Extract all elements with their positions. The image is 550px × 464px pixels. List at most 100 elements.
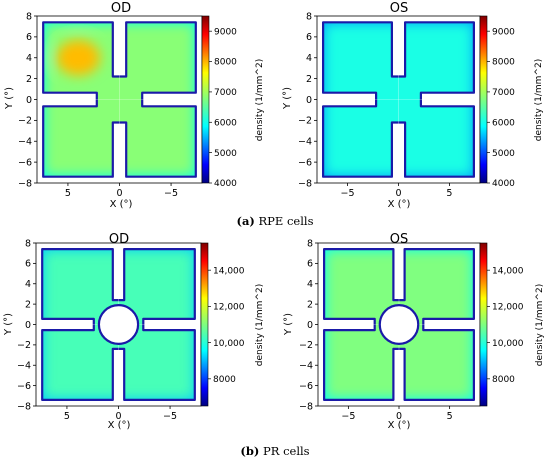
- colorbar-label: density (1/mm^2): [255, 59, 265, 141]
- colorbar-tick-label: 6000: [214, 118, 237, 128]
- region-outline: [323, 248, 475, 401]
- x-tick-label: 0: [116, 188, 122, 199]
- y-tick-label: −8: [299, 401, 313, 412]
- y-tick-label: 4: [25, 279, 31, 290]
- colorbar-label: density (1/mm^2): [255, 284, 265, 366]
- y-axis-label: Y (°): [283, 313, 294, 336]
- x-tick-label: 5: [446, 188, 452, 199]
- caption-letter: (a): [237, 214, 255, 228]
- colorbar-tick-label: 6000: [492, 118, 515, 128]
- panel-b: 5 0 −5 8 6 4 2 0 −2 −4 −6 −8 OD Y (°) X (°) −5 0 5 8 6 4…: [3, 232, 545, 458]
- y-axis-label: Y (°): [4, 87, 15, 110]
- heatmap-pr-os: −5 0 5 8 6 4 2 0 −2 −4 −6 −8: [299, 238, 481, 422]
- y-tick-label: −8: [18, 178, 32, 189]
- y-tick-label: −6: [17, 381, 31, 392]
- y-tick-label: −4: [299, 361, 313, 372]
- y-tick-label: −6: [18, 157, 32, 168]
- x-tick-label: −5: [163, 411, 177, 422]
- colorbar-label: density (1/mm^2): [535, 284, 545, 366]
- x-tick-label: 5: [64, 411, 70, 422]
- y-tick-label: 2: [25, 299, 31, 310]
- y-tick-label: 2: [26, 74, 32, 85]
- x-tick-label: 0: [396, 411, 402, 422]
- x-tick-label: −5: [164, 188, 178, 199]
- y-tick-label: 8: [306, 11, 312, 22]
- x-tick-label: 5: [447, 411, 453, 422]
- y-tick-label: 6: [25, 259, 31, 270]
- colorbar-ticks: 14,000 12,000 10,000 8000: [208, 266, 245, 385]
- y-tick-label: −6: [299, 381, 313, 392]
- y-tick-label: −4: [17, 361, 31, 372]
- colorbar-ticks: 9000 8000 7000 6000 5000 4000: [209, 27, 237, 189]
- y-tick-label: 2: [306, 74, 312, 85]
- colorbar-tick-label: 8000: [213, 375, 236, 385]
- y-tick-label: 0: [26, 95, 32, 106]
- y-tick-label: 0: [306, 95, 312, 106]
- colorbar-gradient: [201, 15, 210, 184]
- colorbar-tick-label: 8000: [214, 58, 237, 68]
- colorbar-tick-label: 8000: [492, 58, 515, 68]
- colorbar-gradient: [200, 242, 209, 407]
- foveal-hole: [378, 304, 420, 345]
- y-tick-label: 6: [306, 32, 312, 43]
- y-tick-label: 0: [25, 320, 31, 331]
- colorbar-tick-label: 14,000: [492, 266, 524, 276]
- colorbar-rpe-od: 9000 8000 7000 6000 5000 4000 density (1/mm^2…: [201, 15, 265, 189]
- colorbar-tick-label: 9000: [214, 27, 237, 37]
- colorbar-tick-label: 7000: [492, 88, 515, 98]
- caption-text: RPE cells: [255, 214, 314, 228]
- colorbar-label: density (1/mm^2): [534, 59, 544, 141]
- y-tick-label: −2: [298, 116, 312, 127]
- y-tick-label: 4: [306, 53, 312, 64]
- caption-rpe: (a) RPE cells: [237, 214, 314, 228]
- caption-letter: (b): [240, 444, 259, 458]
- colorbar-tick-label: 4000: [214, 179, 237, 189]
- heatmap-rpe-od: 5 0 −5 8 6 4 2 0 −2 −4 −6 −8: [18, 11, 203, 199]
- colorbar-tick-label: 5000: [214, 149, 237, 159]
- colorbar-tick-label: 14,000: [213, 266, 245, 276]
- colorbar-tick-label: 10,000: [492, 339, 524, 349]
- caption-pr: (b) PR cells: [240, 444, 309, 458]
- heatmap-rpe-os: −5 0 5 8 6 4 2 0 −2 −4 −6 −8: [298, 11, 481, 199]
- y-tick-label: 8: [307, 238, 313, 249]
- y-tick-label: −8: [17, 401, 31, 412]
- y-tick-label: 4: [26, 53, 32, 64]
- y-tick-label: −2: [299, 340, 313, 351]
- panel-a: 5 0 −5 8 6 4 2 0 −2 −4 −6 −8 OD Y (°) X (°) −5 0 5 8 6 4…: [4, 1, 544, 228]
- heatmap-pr-od: 5 0 −5 8 6 4 2 0 −2 −4 −6 −8: [17, 238, 202, 422]
- y-tick-label: −2: [17, 340, 31, 351]
- x-tick-label: −5: [341, 411, 355, 422]
- y-tick-label: 4: [307, 279, 313, 290]
- region-outline: [42, 21, 197, 178]
- caption-text: PR cells: [259, 444, 309, 458]
- y-tick-label: −6: [298, 157, 312, 168]
- x-tick-label: 0: [115, 411, 121, 422]
- density-hot-spot: [56, 39, 101, 76]
- colorbar-tick-label: 9000: [492, 27, 515, 37]
- y-axis-label: Y (°): [3, 313, 14, 336]
- x-axis-label: X (°): [388, 199, 411, 210]
- colorbar-tick-label: 10,000: [213, 339, 245, 349]
- region-outline: [322, 21, 475, 178]
- heatmap-title: OD: [109, 232, 129, 247]
- colorbar-tick-label: 12,000: [492, 303, 524, 313]
- colorbar-gradient: [479, 242, 488, 407]
- y-tick-label: 6: [26, 32, 32, 43]
- colorbar-ticks: 14,000 12,000 10,000 8000: [487, 266, 524, 385]
- x-tick-label: −5: [341, 188, 355, 199]
- colorbar-tick-label: 12,000: [213, 303, 245, 313]
- y-tick-label: 8: [26, 11, 32, 22]
- colorbar-gradient: [479, 15, 488, 184]
- region-outline: [41, 248, 196, 401]
- heatmap-title: OS: [390, 232, 408, 247]
- x-tick-label: 0: [395, 188, 401, 199]
- y-tick-label: 6: [307, 259, 313, 270]
- colorbar-pr-od: 14,000 12,000 10,000 8000 density (1/mm^2): [200, 242, 265, 407]
- x-axis-label: X (°): [110, 199, 133, 210]
- heatmap-title: OS: [390, 1, 408, 16]
- y-tick-label: 0: [307, 320, 313, 331]
- colorbar-tick-label: 5000: [492, 149, 515, 159]
- colorbar-pr-os: 14,000 12,000 10,000 8000 density (1/mm^2): [479, 242, 545, 407]
- foveal-hole: [97, 304, 140, 345]
